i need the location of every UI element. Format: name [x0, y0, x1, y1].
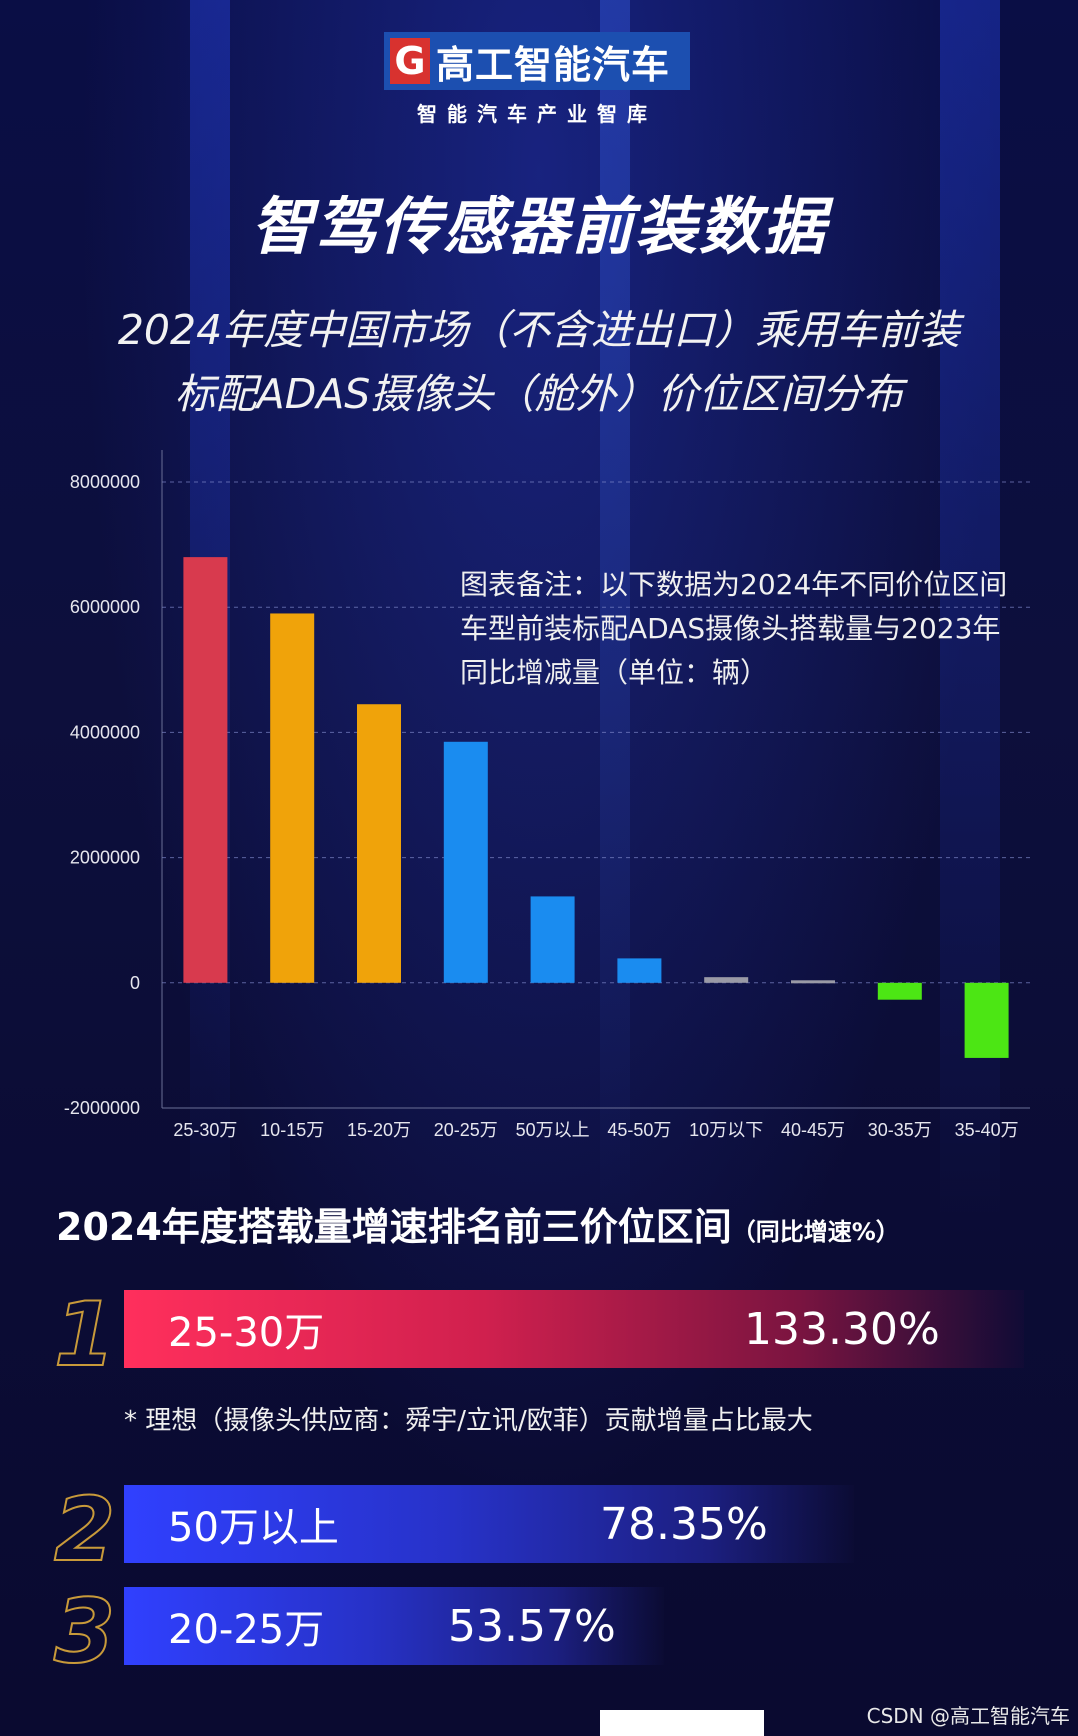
y-tick-label: 2000000: [70, 848, 140, 868]
rank-bar-3: 20-25万 53.57%: [124, 1587, 664, 1665]
bar: [270, 613, 315, 983]
rank-value: 133.30%: [744, 1303, 940, 1355]
rank-value: 78.35%: [600, 1498, 768, 1550]
y-tick-label: -2000000: [64, 1098, 140, 1118]
rank-label: 50万以上: [168, 1505, 339, 1551]
rank-value: 53.57%: [448, 1600, 616, 1652]
bar: [443, 741, 488, 983]
bar: [964, 982, 1009, 1058]
rank-number-2: 2: [53, 1477, 116, 1582]
bar: [877, 982, 922, 1000]
rank-number-3: 3: [53, 1579, 116, 1684]
x-tick-label: 40-45万: [781, 1120, 845, 1140]
x-tick-label: 35-40万: [955, 1120, 1019, 1140]
rank-bar-1: 25-30万 133.30%: [124, 1290, 1024, 1368]
rank-number-1: 1: [53, 1282, 116, 1387]
logo-mark: G: [390, 38, 430, 84]
x-tick-label: 50万以上: [516, 1120, 590, 1140]
x-tick-label: 20-25万: [434, 1120, 498, 1140]
y-tick-label: 8000000: [70, 472, 140, 492]
ranking-title: 2024年度搭载量增速排名前三价位区间（同比增速%）: [56, 1196, 900, 1251]
bar: [530, 896, 575, 983]
rank-label: 25-30万: [168, 1310, 325, 1356]
brand-slogan: 智能汽车产业智库: [417, 102, 657, 126]
x-tick-label: 45-50万: [607, 1120, 671, 1140]
y-tick-label: 0: [130, 973, 140, 993]
bar: [357, 704, 401, 983]
x-tick-label: 10-15万: [260, 1120, 324, 1140]
rank-label: 20-25万: [168, 1607, 325, 1653]
ranking-footnote: * 理想（摄像头供应商：舜宇/立讯/欧菲）贡献增量占比最大: [124, 1406, 813, 1436]
brand-logo: G 高工智能汽车: [384, 32, 690, 90]
qr-code-partial: [600, 1710, 764, 1736]
x-tick-label: 15-20万: [347, 1120, 411, 1140]
chart-subtitle-line1: 2024年度中国市场（不含进出口）乘用车前装: [117, 306, 961, 354]
bar: [617, 958, 662, 983]
y-tick-label: 6000000: [70, 597, 140, 617]
logo-text: 高工智能汽车: [436, 42, 671, 87]
bar: [183, 557, 228, 983]
chart-subtitle-line2: 标配ADAS摄像头（舱外）价位区间分布: [174, 370, 904, 418]
x-tick-label: 25-30万: [173, 1120, 237, 1140]
rank-bar-2: 50万以上 78.35%: [124, 1485, 854, 1563]
bar-chart: 8000000 6000000 4000000 2000000 0 -2000000 25-…: [64, 450, 1030, 1140]
chart-note: 图表备注：以下数据为2024年不同价位区间车型前装标配ADAS摄像头搭载量与20…: [460, 568, 1008, 689]
ranking-title-text: 2024年度搭载量增速排名前三价位区间: [56, 1205, 732, 1249]
x-tick-label: 10万以下: [689, 1120, 763, 1140]
y-tick-label: 4000000: [70, 722, 140, 742]
page-title: 智驾传感器前装数据: [250, 190, 827, 263]
bar: [704, 977, 749, 983]
light-stripe: [600, 0, 630, 1240]
x-tick-label: 30-35万: [868, 1120, 932, 1140]
watermark: CSDN @高工智能汽车: [866, 1704, 1070, 1728]
ranking-title-note: （同比增速%）: [731, 1218, 900, 1246]
bar: [791, 980, 835, 984]
